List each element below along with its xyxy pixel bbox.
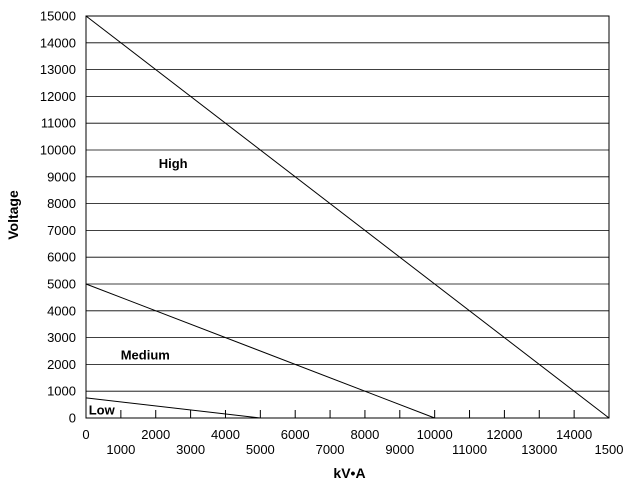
region-label: High [159,156,188,171]
y-tick-label: 5000 [47,277,76,292]
y-tick-label: 14000 [40,35,76,50]
plot-frame [85,15,610,419]
y-tick-label: 4000 [47,303,76,318]
y-tick-label: 15000 [40,9,76,24]
x-axis-title: kV•A [333,465,365,481]
x-tick-label: 9000 [385,442,414,457]
series-line-0 [85,15,610,419]
region-labels: High Medium Low [89,156,188,418]
y-tick-label: 7000 [47,223,76,238]
x-tick-label: 12000 [486,427,522,442]
x-tick-label: 7000 [316,442,345,457]
x-tick-label: 10000 [417,427,453,442]
y-tick-label: 13000 [40,62,76,77]
y-tick-label: 0 [69,411,76,426]
x-tick-label: 14000 [556,427,592,442]
series-lines [85,15,610,419]
grid [86,15,609,419]
x-tick-label: 3000 [176,442,205,457]
x-tick-label: 2000 [141,427,170,442]
x-tick-label: 1500 [595,442,624,457]
x-tick-label: 0 [82,427,89,442]
x-tick-label: 1000 [106,442,135,457]
x-tick-label: 4000 [211,427,240,442]
y-axis-title: Voltage [5,190,21,240]
x-tick-label: 13000 [521,442,557,457]
x-tick-label: 11000 [452,442,487,457]
y-tick-label: 11000 [41,116,76,131]
x-tick-label: 5000 [246,442,275,457]
y-tick-label: 9000 [47,169,76,184]
y-tick-label: 6000 [47,250,76,265]
y-tick-label: 8000 [47,196,76,211]
x-axis-ticks [85,410,610,418]
y-tick-label: 3000 [47,330,76,345]
x-axis-tick-labels: 0 2000 4000 6000 8000 10000 12000 14000 1000 3000… [82,427,623,457]
y-tick-label: 12000 [40,89,76,104]
x-tick-label: 8000 [350,427,379,442]
y-tick-label: 2000 [47,357,76,372]
y-tick-label: 1000 [47,384,76,399]
x-tick-label: 6000 [281,427,310,442]
y-axis-tick-labels: 0 1000 2000 3000 4000 5000 6000 7000 8000 9000 100… [40,9,76,426]
region-label: Low [89,402,116,417]
region-label: Medium [121,348,170,363]
y-tick-label: 10000 [40,143,76,158]
series-line-2 [85,397,261,419]
series-line-1 [85,283,435,419]
